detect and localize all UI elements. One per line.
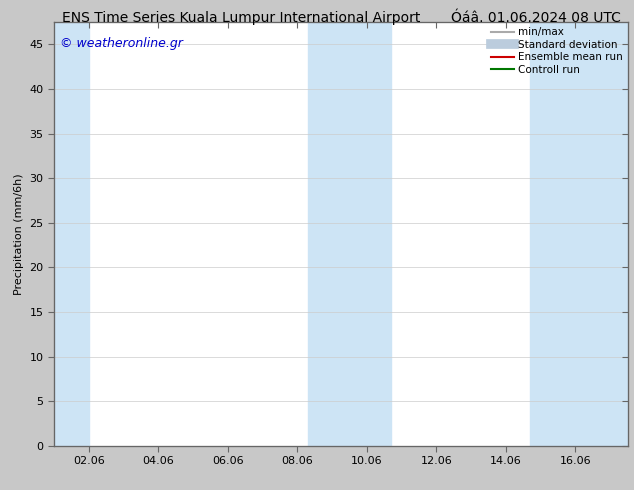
Bar [530,22,628,446]
Bar [54,22,89,446]
Text: © weatheronline.gr: © weatheronline.gr [60,37,183,50]
Text: Óáâ. 01.06.2024 08 UTC: Óáâ. 01.06.2024 08 UTC [451,11,621,25]
Bar [307,22,391,446]
Y-axis label: Precipitation (mm/6h): Precipitation (mm/6h) [14,173,24,295]
Text: ENS Time Series Kuala Lumpur International Airport: ENS Time Series Kuala Lumpur Internation… [61,11,420,25]
Legend: min/max, Standard deviation, Ensemble mean run, Controll run: min/max, Standard deviation, Ensemble me… [489,25,624,77]
